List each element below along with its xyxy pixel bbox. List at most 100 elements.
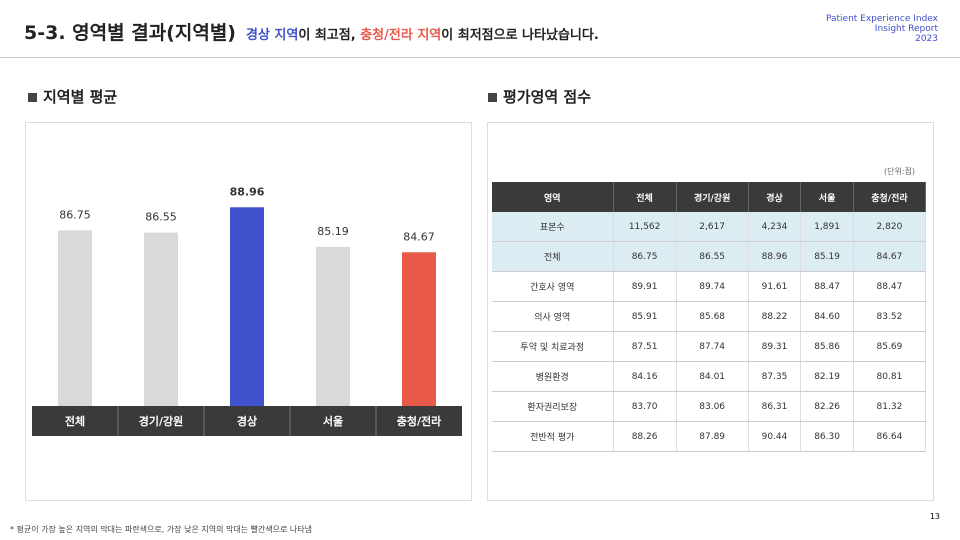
bar bbox=[316, 246, 350, 406]
brand: Patient Experience Index Insight Report 20… bbox=[826, 14, 938, 44]
table: 영역 전체 경기/강원 경상 서울 충청/전라 표본수 11,562 2,617 4,234 1,8… bbox=[492, 182, 927, 452]
cell: 87.35 bbox=[748, 361, 802, 392]
cell: 1,891 bbox=[800, 212, 854, 242]
brand-line: Patient Experience Index bbox=[825, 14, 938, 24]
cell: 90.44 bbox=[748, 421, 802, 452]
table-panel bbox=[487, 122, 934, 501]
bar bbox=[58, 230, 92, 406]
cell: 85.91 bbox=[613, 301, 677, 332]
footnote: * 평균이 가장 높은 지역의 막대는 파란색으로, 가장 낮은 지역의 막대는… bbox=[10, 525, 313, 534]
cell: 표본수 bbox=[492, 212, 614, 242]
cell: 85.86 bbox=[800, 331, 854, 362]
row: 표본수 11,562 2,617 4,234 1,891 2,820 bbox=[492, 212, 927, 242]
cell: 의사 영역 bbox=[492, 301, 614, 332]
cell: 89.91 bbox=[613, 271, 677, 302]
brand-line: Insight Report bbox=[874, 24, 938, 34]
value-label: 84.67 bbox=[403, 230, 435, 243]
cell: 88.26 bbox=[613, 421, 677, 452]
headline-part: 경상 지역 bbox=[245, 28, 299, 43]
cell: 82.19 bbox=[800, 361, 854, 392]
cell: 89.74 bbox=[676, 271, 749, 302]
category-band bbox=[32, 406, 462, 436]
cell: 89.31 bbox=[748, 331, 802, 362]
cell: 84.60 bbox=[800, 301, 854, 332]
cell: 88.47 bbox=[800, 271, 854, 302]
page-number: 13 bbox=[929, 512, 940, 521]
section-title: 지역별 평균 bbox=[28, 86, 117, 107]
cell: 83.06 bbox=[676, 391, 749, 422]
bar bbox=[144, 232, 178, 406]
column-header: 서울 bbox=[800, 182, 854, 212]
bar bbox=[230, 207, 264, 406]
cell: 병원환경 bbox=[492, 361, 614, 392]
cell: 91.61 bbox=[748, 271, 802, 302]
category-label: 경상 bbox=[237, 414, 257, 428]
brand-line: 2023 bbox=[915, 34, 938, 44]
cell: 80.81 bbox=[853, 361, 927, 392]
row: 전체 86.75 86.55 88.96 85.19 84.67 bbox=[492, 241, 927, 272]
headline-part: 이 최고점, bbox=[298, 28, 361, 43]
row: 전반적 평가 88.26 87.89 90.44 86.30 86.64 bbox=[492, 421, 927, 452]
unit: (단위:점) bbox=[884, 167, 916, 176]
rule bbox=[0, 57, 960, 58]
cell: 85.69 bbox=[853, 331, 927, 362]
title: 5-3. 영역별 결과(지역별) 경상 지역이 최고점, 충청/전라 지역이 최저… bbox=[24, 18, 599, 45]
cell: 2,617 bbox=[676, 212, 749, 242]
category-label: 경기/강원 bbox=[139, 414, 184, 428]
cell: 87.74 bbox=[676, 331, 749, 362]
category-label: 서울 bbox=[323, 414, 343, 428]
cell: 투약 및 치료과정 bbox=[492, 331, 614, 362]
row: 투약 및 치료과정 87.51 87.74 89.31 85.86 85.69 bbox=[492, 331, 927, 362]
cell: 84.67 bbox=[853, 241, 927, 272]
cell: 11,562 bbox=[613, 212, 677, 242]
title-text: 5-3. 영역별 결과(지역별) bbox=[24, 22, 236, 44]
cell: 86.64 bbox=[853, 421, 927, 452]
value-label: 86.75 bbox=[59, 208, 91, 221]
cell: 83.52 bbox=[853, 301, 927, 332]
cell: 86.30 bbox=[800, 421, 854, 452]
category-label: 전체 bbox=[65, 414, 85, 428]
row: 환자권리보장 83.70 83.06 86.31 82.26 81.32 bbox=[492, 391, 927, 422]
section-title: 평가영역 점수 bbox=[488, 86, 591, 107]
bar bbox=[402, 252, 436, 406]
headline: 경상 지역이 최고점, 충청/전라 지역이 최저점으로 나타났습니다. bbox=[246, 28, 599, 43]
headline-part: 충청/전라 지역 bbox=[360, 28, 442, 43]
cell: 84.01 bbox=[676, 361, 749, 392]
cell: 환자권리보장 bbox=[492, 391, 614, 422]
row: 병원환경 84.16 84.01 87.35 82.19 80.81 bbox=[492, 361, 927, 392]
cell: 전반적 평가 bbox=[492, 421, 614, 452]
cell: 87.89 bbox=[676, 421, 749, 452]
cell: 86.31 bbox=[748, 391, 802, 422]
cell: 86.75 bbox=[613, 241, 677, 272]
row: 간호사 영역 89.91 89.74 91.61 88.47 88.47 bbox=[492, 271, 927, 302]
chart-panel bbox=[25, 122, 472, 501]
cell: 87.51 bbox=[613, 331, 677, 362]
category-label: 충청/전라 bbox=[397, 414, 442, 428]
cell: 83.70 bbox=[613, 391, 677, 422]
cell: 88.47 bbox=[853, 271, 927, 302]
cell: 4,234 bbox=[748, 212, 802, 242]
column-header: 충청/전라 bbox=[853, 182, 927, 212]
cell: 85.68 bbox=[676, 301, 749, 332]
value-label: 85.19 bbox=[317, 225, 349, 238]
header-row: 영역 전체 경기/강원 경상 서울 충청/전라 bbox=[492, 182, 927, 212]
row: 의사 영역 85.91 85.68 88.22 84.60 83.52 bbox=[492, 301, 927, 332]
cell: 82.26 bbox=[800, 391, 854, 422]
column-header: 경기/강원 bbox=[676, 182, 749, 212]
value-label: 88.96 bbox=[230, 185, 265, 198]
column-header: 영역 bbox=[492, 182, 614, 212]
cell: 간호사 영역 bbox=[492, 271, 614, 302]
column-header: 전체 bbox=[613, 182, 677, 212]
cell: 86.55 bbox=[676, 241, 749, 272]
value-label: 86.55 bbox=[145, 211, 177, 224]
cell: 88.22 bbox=[748, 301, 802, 332]
cell: 2,820 bbox=[853, 212, 927, 242]
cell: 88.96 bbox=[748, 241, 802, 272]
column-header: 경상 bbox=[748, 182, 802, 212]
cell: 84.16 bbox=[613, 361, 677, 392]
cell: 81.32 bbox=[853, 391, 927, 422]
cell: 전체 bbox=[492, 241, 614, 272]
cell: 85.19 bbox=[800, 241, 854, 272]
